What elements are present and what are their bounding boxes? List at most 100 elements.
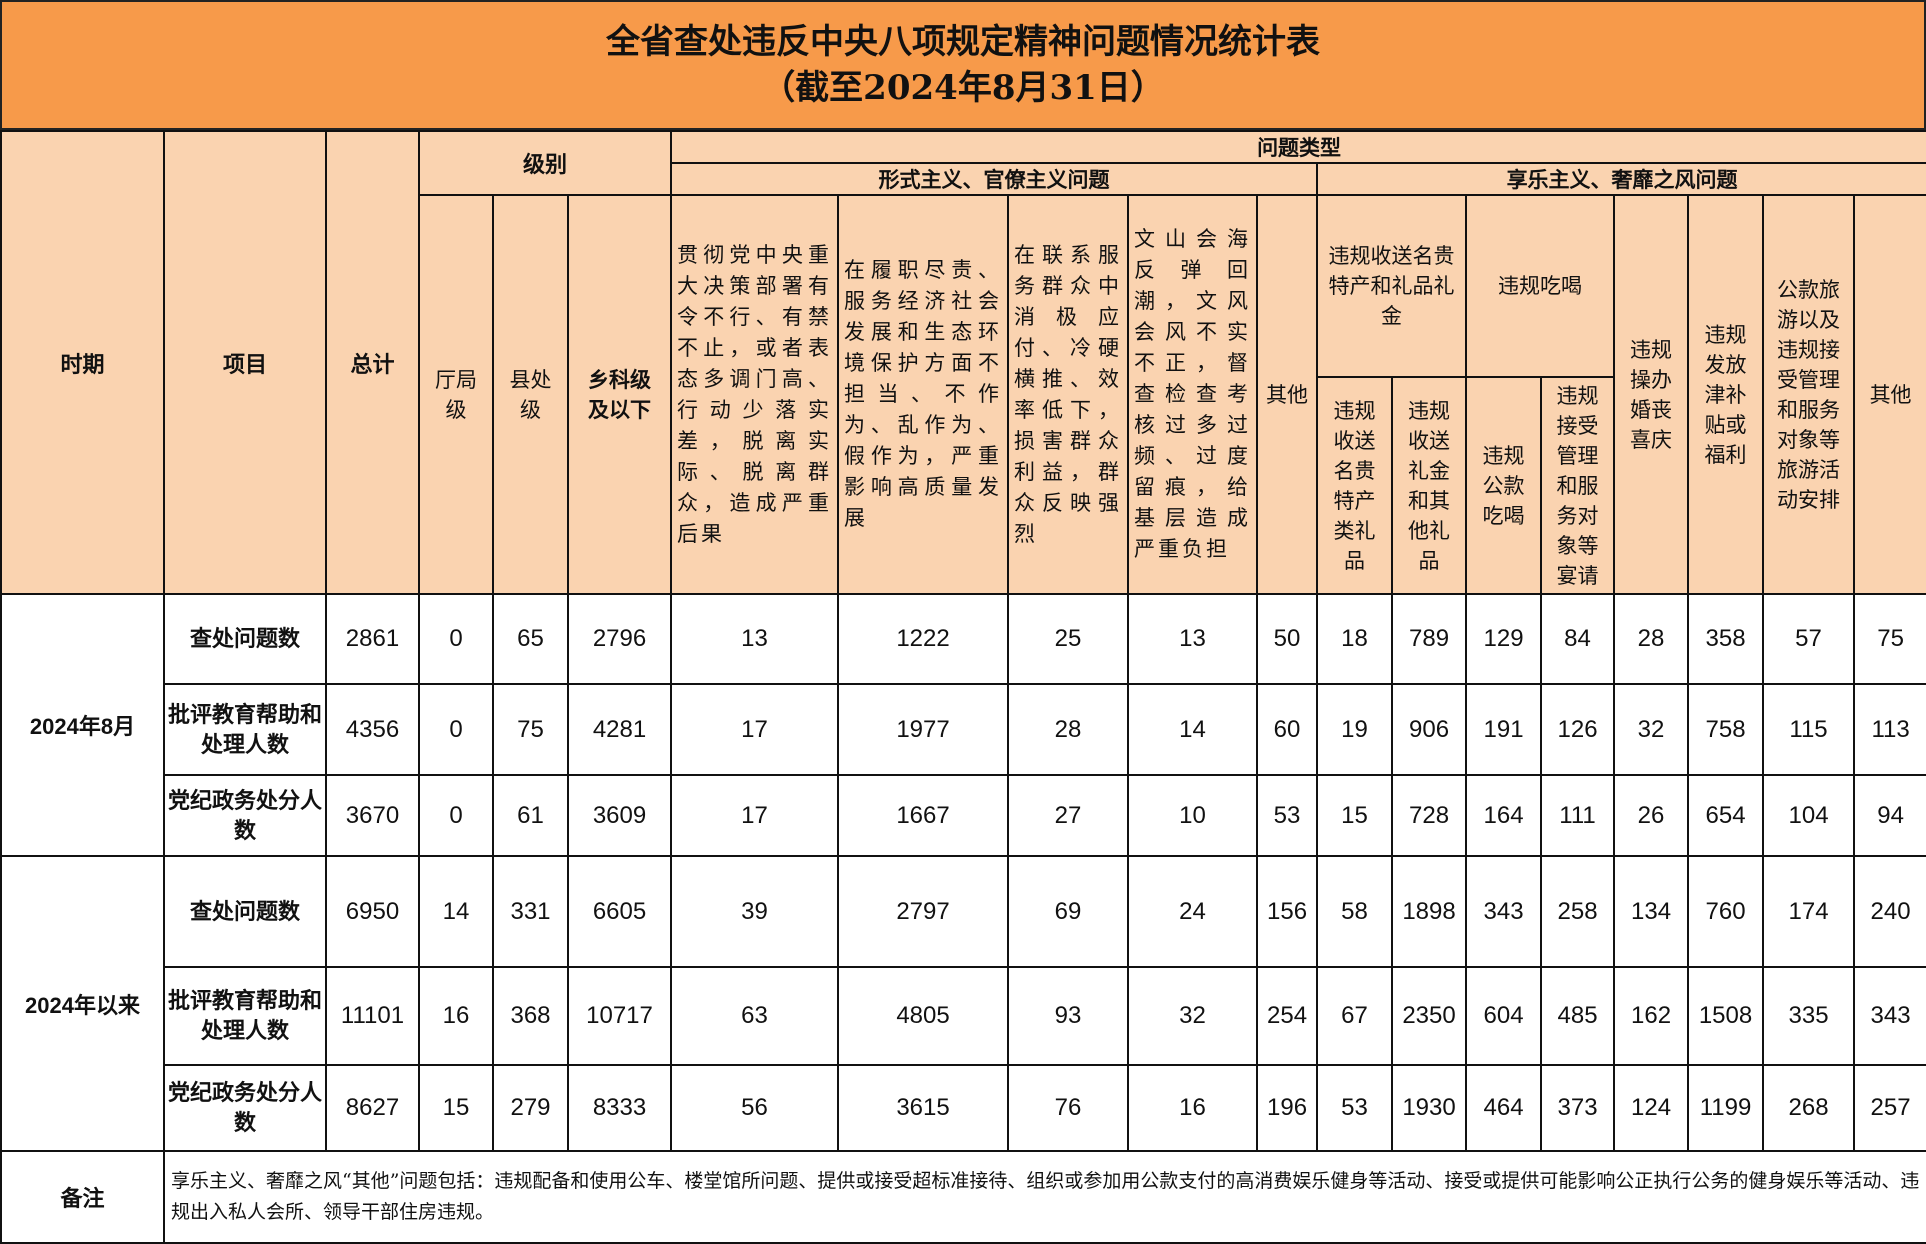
data-cell: 1508 <box>1687 966 1765 1066</box>
data-cell: 27 <box>1007 774 1130 857</box>
data-cell: 60 <box>1256 683 1319 776</box>
data-cell: 2350 <box>1391 966 1468 1066</box>
data-cell: 343 <box>1853 966 1926 1066</box>
data-cell: 25 <box>1007 593 1130 685</box>
data-cell: 15 <box>418 1064 494 1152</box>
data-cell: 373 <box>1540 1064 1616 1152</box>
data-cell: 93 <box>1007 966 1130 1066</box>
data-cell: 335 <box>1762 966 1856 1066</box>
data-cell: 464 <box>1465 1064 1543 1152</box>
header-formalism-col: 贯彻党中央重大决策部署有令不行、有禁不止，或者表态多调门高、行动少落实差，脱离实… <box>670 194 840 595</box>
data-cell: 8333 <box>566 1064 673 1152</box>
header-hedonism-other: 其他 <box>1853 194 1926 595</box>
header-dining-col: 违规公款吃喝 <box>1465 376 1543 595</box>
data-cell: 94 <box>1853 774 1926 857</box>
cell-total: 11101 <box>325 966 420 1066</box>
data-cell: 69 <box>1007 855 1130 968</box>
table-title: 全省查处违反中央八项规定精神问题情况统计表 （截至2024年8月31日） <box>0 0 1926 130</box>
table-row: 2024年8月 查处问题数 2861 0 65 2796 13 1222 25 13 50 18 789… <box>0 593 1926 857</box>
header-gift-col: 违规收送礼金和其他礼品 <box>1391 376 1468 595</box>
data-cell: 3609 <box>566 774 673 857</box>
table-row: 党纪政务处分人数 8627 15 279 8333 56 3615 76 16 196 53 1930… <box>1 1064 1926 1152</box>
table-body: 2024年8月 查处问题数 2861 0 65 2796 13 1222 25 13 50 18 789… <box>0 593 1926 1152</box>
data-cell: 84 <box>1540 593 1616 685</box>
data-cell: 758 <box>1687 683 1765 776</box>
data-cell: 28 <box>1613 593 1690 685</box>
data-cell: 18 <box>1316 593 1394 685</box>
data-cell: 258 <box>1540 855 1616 968</box>
data-cell: 156 <box>1256 855 1319 968</box>
data-cell: 331 <box>492 855 569 968</box>
cell-total: 2861 <box>325 593 420 685</box>
data-cell: 240 <box>1853 855 1926 968</box>
data-cell: 126 <box>1540 683 1616 776</box>
row-item-label: 查处问题数 <box>163 855 327 968</box>
data-cell: 0 <box>418 683 494 776</box>
data-cell: 1222 <box>837 593 1010 685</box>
data-cell: 3615 <box>837 1064 1010 1152</box>
header-formalism-col: 文山会海反弹回潮，文风会风不实不正，督查检查考核过多过频、过度留痕，给基层造成严… <box>1127 194 1259 595</box>
cell-total: 8627 <box>325 1064 420 1152</box>
data-cell: 53 <box>1316 1064 1394 1152</box>
title-main: 全省查处违反中央八项规定精神问题情况统计表 <box>606 22 1320 62</box>
data-cell: 134 <box>1613 855 1690 968</box>
header-dining-group: 违规吃喝 <box>1465 194 1616 378</box>
data-cell: 14 <box>1127 683 1259 776</box>
data-cell: 63 <box>670 966 840 1066</box>
header-hedonism-col: 违规发放津补贴或福利 <box>1687 194 1765 595</box>
row-item-label: 党纪政务处分人数 <box>163 774 327 857</box>
data-cell: 111 <box>1540 774 1616 857</box>
data-cell: 1930 <box>1391 1064 1468 1152</box>
data-cell: 50 <box>1256 593 1319 685</box>
data-cell: 75 <box>1853 593 1926 685</box>
header-level-township: 乡科级及以下 <box>566 194 673 595</box>
data-cell: 67 <box>1316 966 1394 1066</box>
data-cell: 254 <box>1256 966 1319 1066</box>
data-cell: 32 <box>1613 683 1690 776</box>
data-cell: 257 <box>1853 1064 1926 1152</box>
period-label: 2024年以来 <box>0 855 165 1152</box>
data-cell: 789 <box>1391 593 1468 685</box>
data-cell: 13 <box>670 593 840 685</box>
data-cell: 1977 <box>837 683 1010 776</box>
data-cell: 53 <box>1256 774 1319 857</box>
header-issue-type: 问题类型 <box>670 130 1926 164</box>
data-cell: 19 <box>1316 683 1394 776</box>
data-cell: 485 <box>1540 966 1616 1066</box>
data-cell: 16 <box>418 966 494 1066</box>
data-cell: 654 <box>1687 774 1765 857</box>
data-cell: 104 <box>1762 774 1856 857</box>
header-period: 时期 <box>0 130 165 595</box>
data-cell: 16 <box>1127 1064 1259 1152</box>
data-cell: 279 <box>492 1064 569 1152</box>
note-text: 享乐主义、奢靡之风“其他”问题包括：违规配备和使用公车、楼堂馆所问题、提供或接受… <box>162 1150 1926 1244</box>
row-item-label: 批评教育帮助和处理人数 <box>163 966 327 1066</box>
data-cell: 61 <box>492 774 569 857</box>
header-level-bureau: 厅局级 <box>418 194 494 595</box>
data-cell: 174 <box>1762 855 1856 968</box>
header-item: 项目 <box>163 130 327 595</box>
header-formalism-other: 其他 <box>1256 194 1319 595</box>
header-hedonism-col: 违规操办婚丧喜庆 <box>1613 194 1690 595</box>
data-cell: 75 <box>492 683 569 776</box>
note-label: 备注 <box>0 1150 165 1244</box>
cell-total: 6950 <box>325 855 420 968</box>
period-label: 2024年8月 <box>0 593 165 857</box>
data-cell: 115 <box>1762 683 1856 776</box>
data-cell: 2796 <box>566 593 673 685</box>
data-cell: 56 <box>670 1064 840 1152</box>
table-row: 批评教育帮助和处理人数 11101 16 368 10717 63 4805 93 32 254 6… <box>1 966 1926 1066</box>
data-cell: 4281 <box>566 683 673 776</box>
header-dining-col: 违规接受管理和服务对象等宴请 <box>1540 376 1616 595</box>
data-cell: 1199 <box>1687 1064 1765 1152</box>
table-row: 党纪政务处分人数 3670 0 61 3609 17 1667 27 10 53 15 728 164 1… <box>1 774 1926 857</box>
header-total: 总计 <box>325 130 420 595</box>
data-cell: 76 <box>1007 1064 1130 1152</box>
data-cell: 32 <box>1127 966 1259 1066</box>
data-cell: 10717 <box>566 966 673 1066</box>
row-item-label: 批评教育帮助和处理人数 <box>163 683 327 776</box>
data-cell: 129 <box>1465 593 1543 685</box>
header-formalism-col: 在联系服务群众中消极应付、冷硬横推、效率低下，损害群众利益，群众反映强烈 <box>1007 194 1130 595</box>
table-row: 批评教育帮助和处理人数 4356 0 75 4281 17 1977 28 14 60 19 906 1… <box>1 683 1926 776</box>
header-hedonism-group: 享乐主义、奢靡之风问题 <box>1316 162 1926 196</box>
